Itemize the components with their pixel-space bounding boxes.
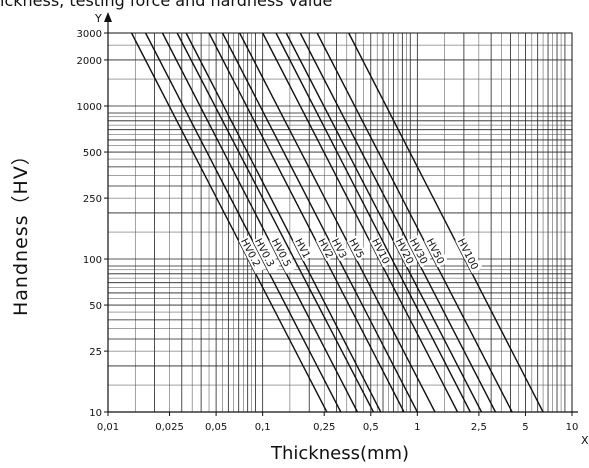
y-tick-label: 2000 [77,56,102,67]
x-tick-label: 0,1 [255,422,271,433]
plot-frame: YX [94,12,589,447]
series-line [239,32,436,413]
x-axis-title: Thickness(mm) [271,443,410,464]
series-line [144,32,342,413]
series-label-background [315,235,338,262]
x-tick-label: 5 [522,422,528,433]
x-tick-label: 0,5 [363,422,379,433]
series-label-background [252,235,281,274]
series-line [208,32,405,413]
x-tick-label: 10 [566,422,579,433]
x-tick-label: 0,05 [205,422,227,433]
series-line [221,32,418,413]
series-label-background [423,235,449,268]
x-tick-label: 0,025 [155,422,184,433]
series-label: HV100 [455,237,480,272]
x-tick-label: 0,01 [97,422,119,433]
series-label-group: HV100 [455,235,483,274]
x-tick-label: 0,25 [313,422,335,433]
series-label-group: HV1 [292,235,314,262]
x-axis-letter: X [581,434,589,447]
y-axis-title: Handness（HV） [10,145,32,316]
series-label-background [329,235,351,262]
y-tick-label: 25 [89,347,102,358]
y-tick-label: 100 [83,255,102,266]
series-label-group: HV10 [369,235,394,268]
series-label-background [455,235,483,274]
series-line [185,32,382,413]
series-line [285,32,483,413]
series-line [176,32,375,413]
y-axis-letter: Y [94,12,102,25]
series-line [299,32,497,413]
series-line [348,32,544,413]
series-line [262,32,459,413]
series-label-background [292,235,314,262]
y-tick-label: 500 [83,148,102,159]
y-tick-label: 1000 [77,102,102,113]
series-label-group: HV5 [346,235,368,262]
series-line [316,32,513,413]
x-tick-label: 1 [414,422,420,433]
series-line [161,32,359,413]
series-label-background [346,235,368,262]
series-label-background [269,235,297,274]
series-label-background [369,235,394,268]
series-label-background [407,235,432,268]
series-label-background [393,235,418,268]
chart-title: ickness, testing force and hardness valu… [0,0,333,10]
y-tick-label: 3000 [77,29,102,40]
grid [107,32,572,413]
series-line [130,32,328,413]
plot-border [107,32,573,413]
x-tick-label: 2,5 [471,422,487,433]
y-tick-label: 50 [89,301,102,312]
series-label-background [238,235,267,274]
y-tick-label: 250 [83,194,102,205]
tick-labels: 0,01 0,025 0,05 0,1 0,25 0,5 1 2,5 5 10 3000 2000 10… [77,29,579,433]
y-axis-arrow [104,12,112,22]
y-tick-label: 10 [89,408,102,419]
series-line [275,32,471,413]
